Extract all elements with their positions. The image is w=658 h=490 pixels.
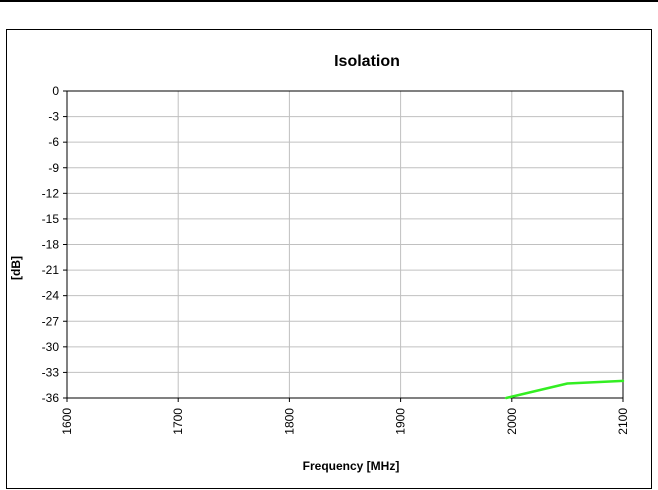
y-axis-ticks: 0 -3 -6 -9 -12 -15 -18 -21 -24 -27 -30 -33 -36 — [42, 84, 67, 405]
y-tick-label: -18 — [42, 238, 60, 252]
chart-svg: Isolation 0 -3 -6 -9 -12 -15 -18 -21 -24 -27 -30 -3… — [9, 53, 630, 473]
series-line — [504, 379, 625, 400]
y-tick-label: 0 — [52, 84, 59, 98]
x-tick-label: 1900 — [394, 408, 408, 435]
y-tick-label: -21 — [42, 263, 60, 277]
x-tick-label: 1600 — [60, 408, 74, 435]
x-tick-label: 1700 — [171, 408, 185, 435]
x-tick-label: 2100 — [616, 408, 630, 435]
y-tick-label: -33 — [42, 365, 60, 379]
x-tick-label: 1800 — [282, 408, 296, 435]
y-tick-label: -3 — [48, 110, 59, 124]
chart-grid — [66, 90, 624, 399]
x-tick-label: 2000 — [505, 408, 519, 435]
x-axis-ticks: 1600 1700 1800 1900 2000 2100 — [60, 398, 630, 435]
y-axis-label: [dB] — [9, 256, 23, 280]
y-tick-label: -24 — [42, 289, 60, 303]
y-tick-label: -15 — [42, 212, 60, 226]
y-tick-label: -30 — [42, 340, 60, 354]
top-border-line — [0, 0, 658, 2]
y-tick-label: -9 — [48, 161, 59, 175]
chart-title: Isolation — [334, 53, 400, 70]
y-tick-label: -6 — [48, 135, 59, 149]
y-tick-label: -36 — [42, 391, 60, 405]
chart-series — [504, 379, 625, 400]
chart-area: Isolation 0 -3 -6 -9 -12 -15 -18 -21 -24 -27 -30 -3… — [6, 29, 652, 489]
x-axis-label: Frequency [MHz] — [303, 459, 400, 473]
y-tick-label: -12 — [42, 186, 60, 200]
y-tick-label: -27 — [42, 314, 60, 328]
